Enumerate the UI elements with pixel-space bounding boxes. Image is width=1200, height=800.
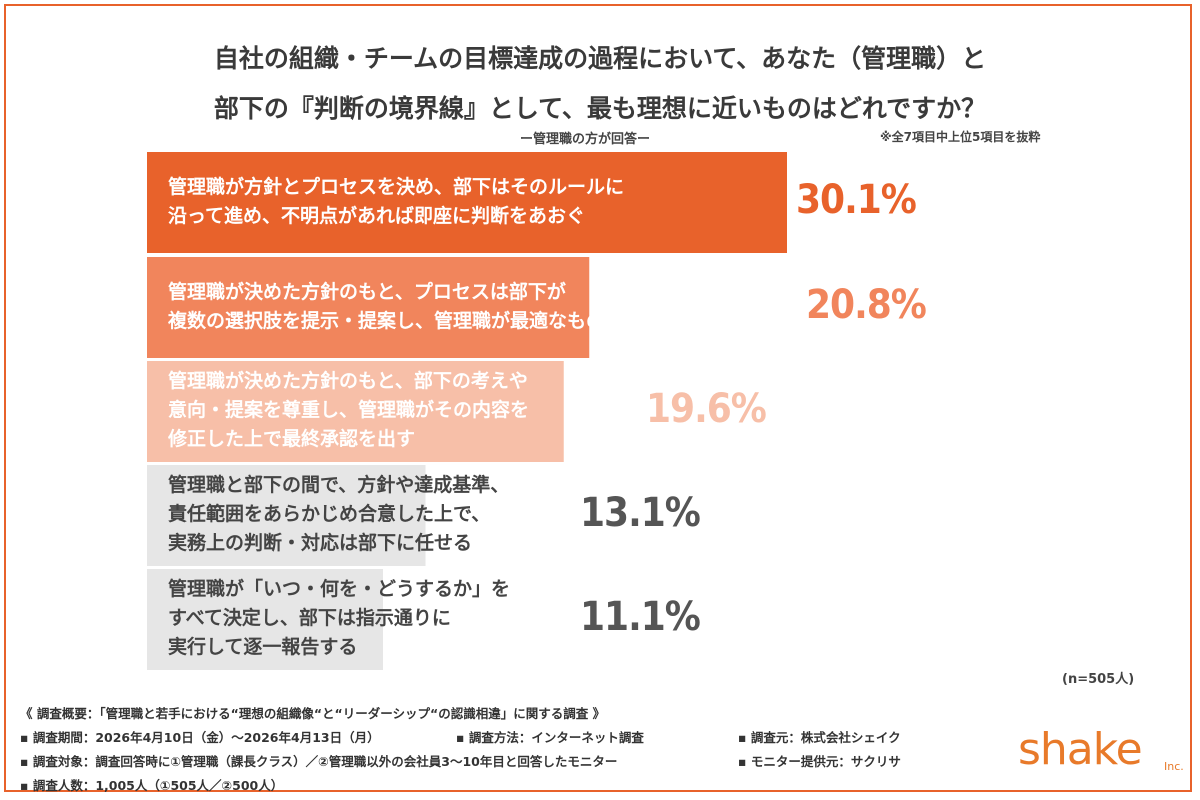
sample-size-label: (n=505人) [1062, 672, 1135, 687]
bar-4 [147, 465, 426, 566]
survey-method: ▪ 調査方法：インターネット調査 [456, 730, 644, 745]
chart-title: 自社の組織・チームの目標達成の過程において、あなた（管理職）と 部下の『判断の境… [0, 34, 1200, 134]
shake-logo-inc: Inc. [1164, 760, 1184, 773]
survey-count: ▪ 調査人数：1,005人（①505人／②500人） [20, 778, 284, 793]
bar-value-2: 20.8% [806, 281, 927, 328]
survey-provider: ▪ モニター提供元：サクリサ [738, 754, 901, 769]
survey-target: ▪ 調査対象：調査回答時に①管理職（課長クラス）／②管理職以外の会社員3〜10年… [20, 754, 618, 769]
bar-value-1: 30.1% [796, 176, 917, 223]
survey-source: ▪ 調査元：株式会社シェイク [738, 730, 901, 745]
bar-2 [147, 257, 590, 358]
bar-value-5: 11.1% [580, 593, 701, 640]
bar-value-4: 13.1% [580, 489, 701, 536]
bar-label-5: 管理職が「いつ・何を・どうするか」を すべて決定し、部下は指示通りに 実行して逐… [168, 578, 511, 658]
bar-1 [147, 152, 787, 253]
chart-note: ※全7項目中上位5項目を抜粋 [880, 130, 1041, 144]
bar-5 [147, 569, 384, 670]
bar-label-3: 管理職が決めた方針のもと、部下の考えや 意向・提案を尊重し、管理職がその内容を … [168, 370, 530, 450]
bar-3 [147, 361, 564, 462]
chart-title-line2: 部下の『判断の境界線』として、最も理想に近いものはどれですか？ [213, 94, 987, 123]
survey-period: ▪ 調査期間：2026年4月10日（金）〜2026年4月13日（月） [20, 730, 380, 745]
chart-title-line1: 自社の組織・チームの目標達成の過程において、あなた（管理職）と [213, 44, 987, 73]
bar-label-2: 管理職が決めた方針のもと、プロセスは部下が 複数の選択肢を提示・提案し、管理職が… [168, 280, 663, 332]
bar-label-1: 管理職が方針とプロセスを決め、部下はそのルールに 沿って進め、不明点があれば即座… [168, 175, 625, 227]
survey-overview: 《 調査概要：「管理職と若手における“理想の組織像“と“リーダーシップ“の認識相… [20, 706, 606, 721]
bar-value-3: 19.6% [646, 385, 767, 432]
bar-label-4: 管理職と部下の間で、方針や達成基準、 責任範囲をあらかじめ合意した上で、 実務上… [168, 474, 510, 554]
shake-logo: shake [1018, 724, 1143, 775]
chart-subtitle: ー管理職の方が回答ー [520, 132, 651, 147]
page-frame [4, 4, 1192, 792]
